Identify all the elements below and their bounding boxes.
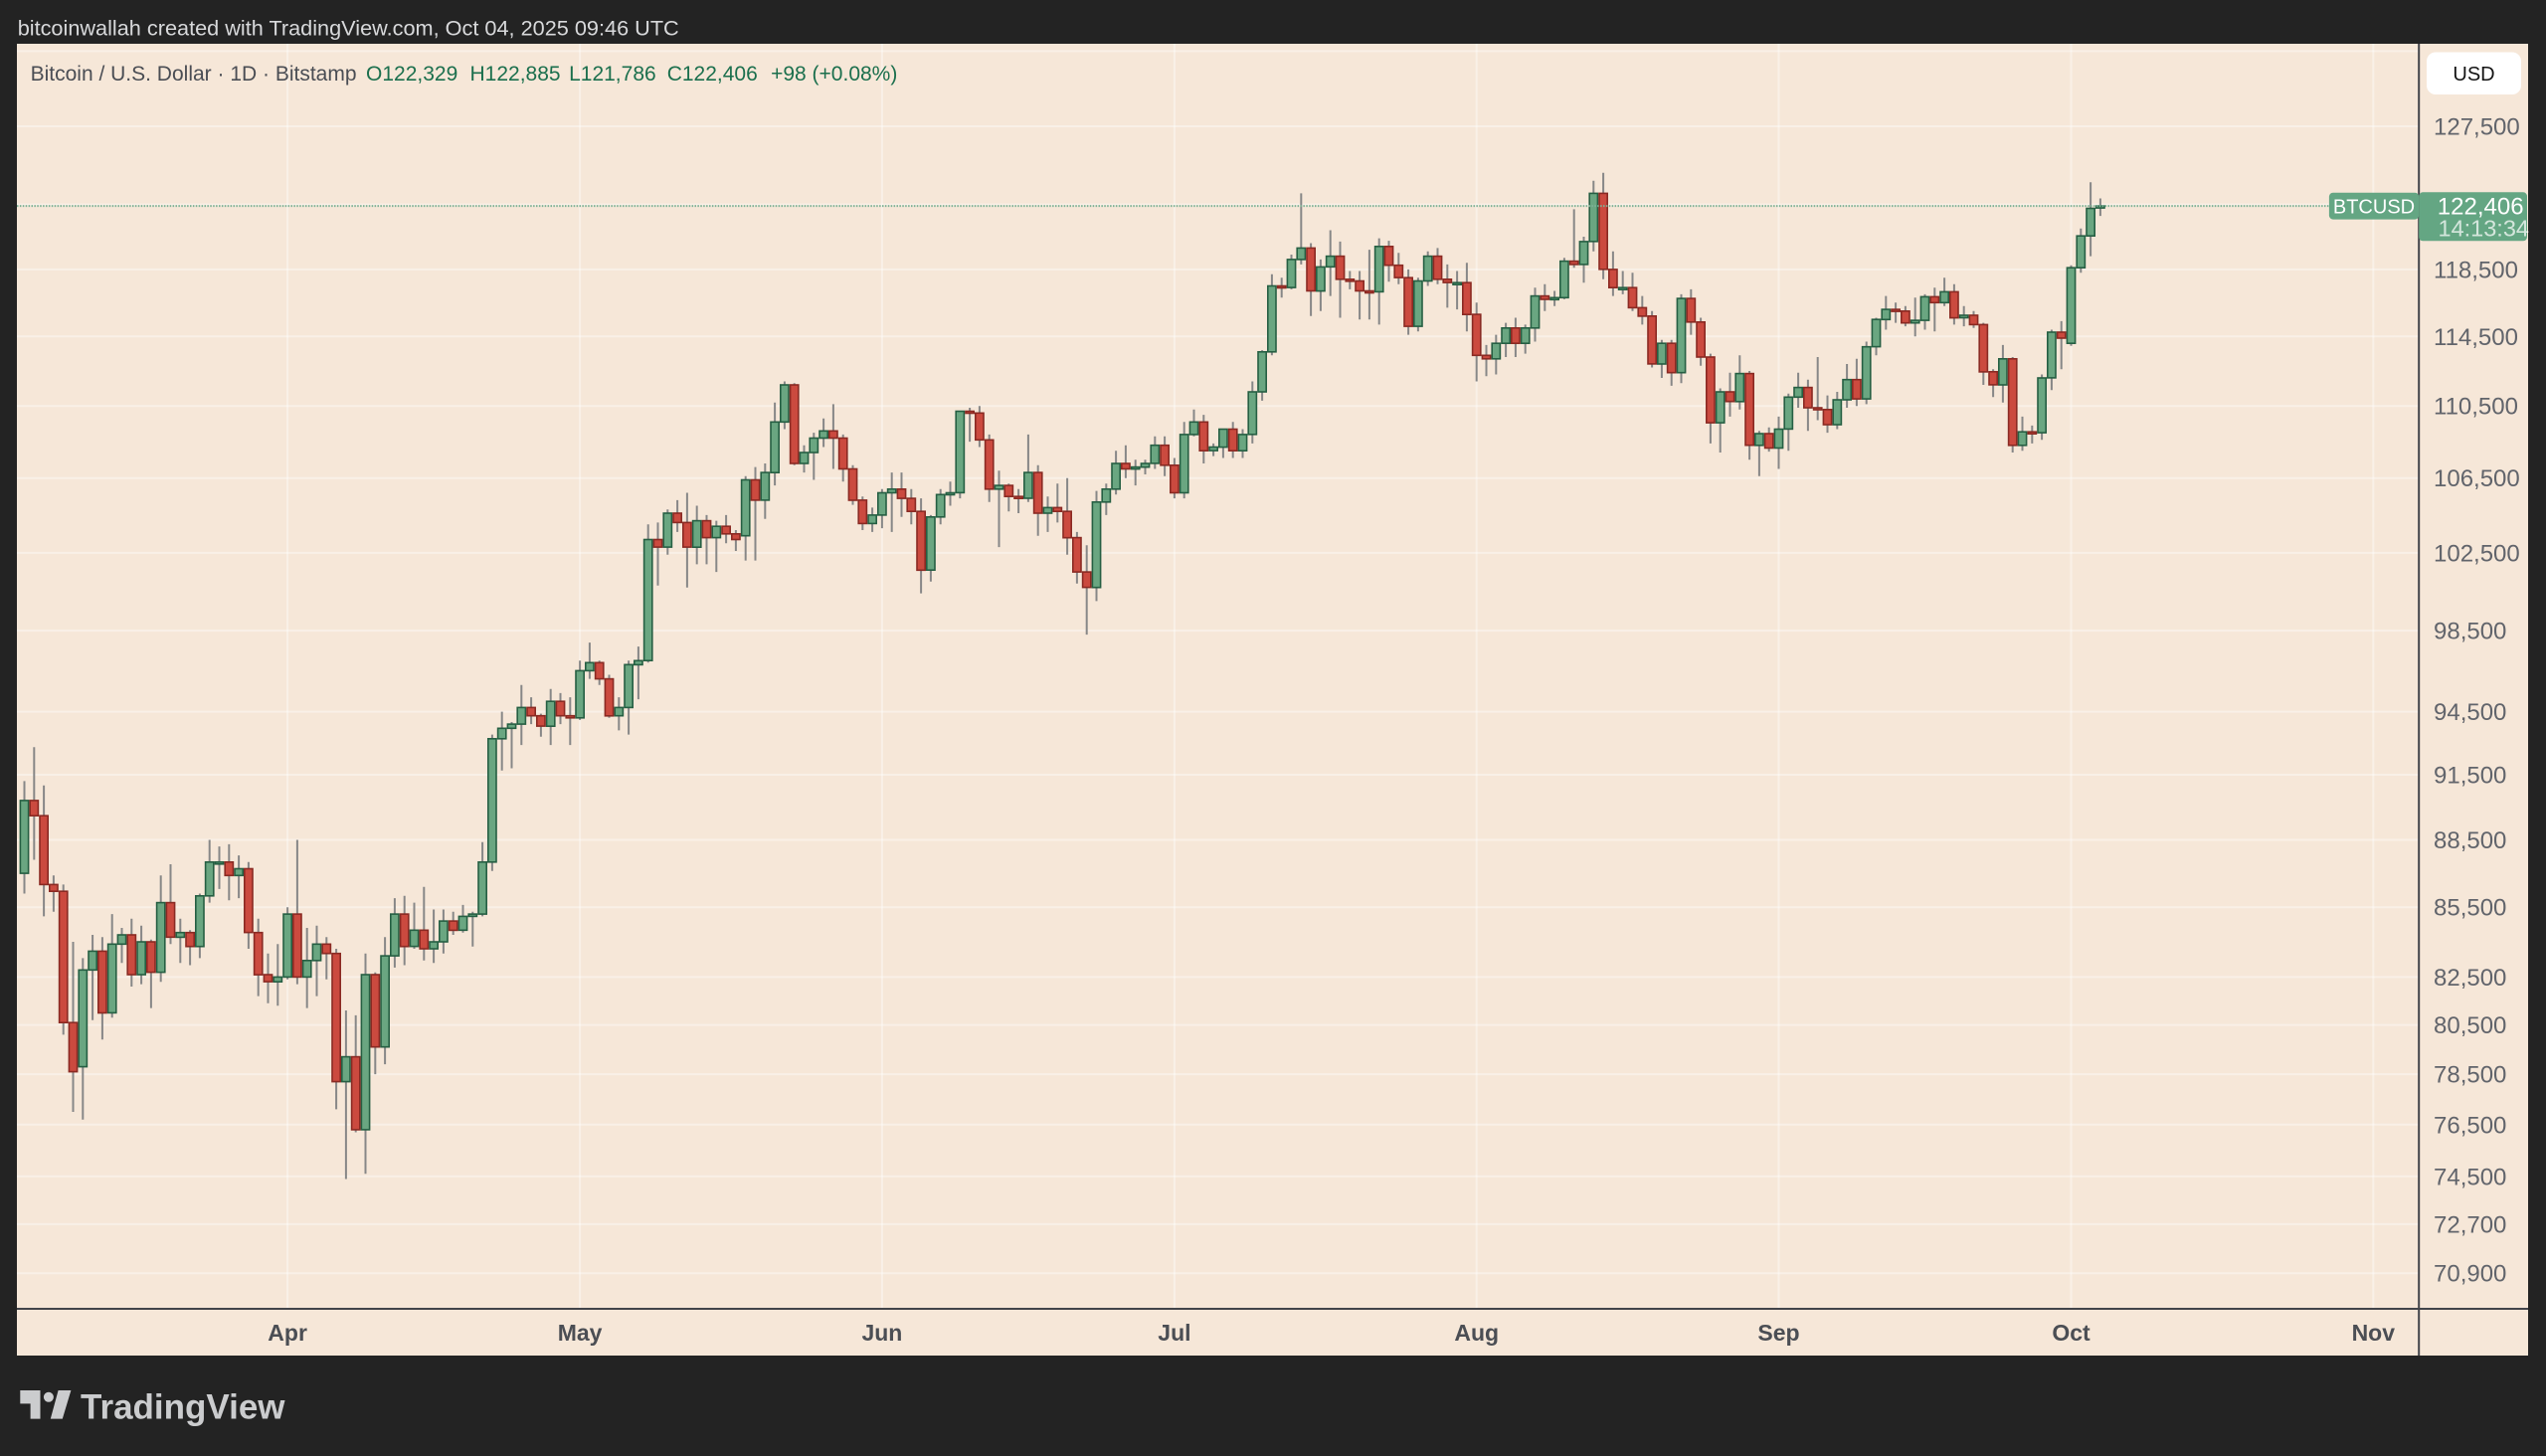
svg-text:110,500: 110,500 — [2434, 394, 2518, 421]
svg-text:122,406: 122,406 — [2438, 194, 2524, 221]
svg-text:74,500: 74,500 — [2434, 1164, 2506, 1190]
svg-text:102,500: 102,500 — [2434, 540, 2520, 567]
svg-text:118,500: 118,500 — [2434, 257, 2518, 283]
svg-text:BTCUSD: BTCUSD — [2333, 196, 2415, 218]
svg-text:98,500: 98,500 — [2434, 619, 2506, 645]
svg-text:76,500: 76,500 — [2434, 1112, 2506, 1139]
svg-text:72,700: 72,700 — [2434, 1211, 2506, 1238]
svg-text:Nov: Nov — [2352, 1320, 2396, 1346]
svg-text:USD: USD — [2453, 64, 2494, 86]
svg-text:91,500: 91,500 — [2434, 763, 2506, 790]
svg-text:14:13:34: 14:13:34 — [2439, 216, 2529, 242]
svg-text:94,500: 94,500 — [2434, 699, 2506, 726]
svg-text:O122,329: O122,329 — [366, 63, 457, 86]
svg-text:C122,406: C122,406 — [667, 63, 758, 86]
svg-text:127,500: 127,500 — [2434, 114, 2520, 141]
svg-text:H122,885: H122,885 — [470, 63, 561, 86]
svg-text:114,500: 114,500 — [2434, 324, 2518, 351]
svg-text:Apr: Apr — [268, 1320, 307, 1346]
svg-text:106,500: 106,500 — [2434, 465, 2520, 492]
svg-text:80,500: 80,500 — [2434, 1012, 2506, 1039]
svg-text:Oct: Oct — [2052, 1320, 2091, 1346]
svg-text:May: May — [558, 1320, 603, 1346]
svg-text:70,900: 70,900 — [2434, 1261, 2506, 1288]
svg-text:Jun: Jun — [861, 1320, 902, 1346]
svg-text:Bitcoin / U.S. Dollar · 1D · B: Bitcoin / U.S. Dollar · 1D · Bitstamp — [31, 63, 357, 86]
svg-text:L121,786: L121,786 — [569, 63, 656, 86]
svg-text:bitcoinwallah created with Tra: bitcoinwallah created with TradingView.c… — [18, 16, 679, 41]
svg-text:78,500: 78,500 — [2434, 1062, 2506, 1089]
svg-text:+98 (+0.08%): +98 (+0.08%) — [771, 63, 897, 86]
svg-text:88,500: 88,500 — [2434, 827, 2506, 854]
svg-text:Sep: Sep — [1757, 1320, 1799, 1346]
svg-text:TradingView: TradingView — [81, 1387, 285, 1426]
svg-text:Jul: Jul — [1158, 1320, 1190, 1346]
svg-text:85,500: 85,500 — [2434, 895, 2506, 922]
svg-text:82,500: 82,500 — [2434, 965, 2506, 992]
svg-text:Aug: Aug — [1454, 1320, 1499, 1346]
